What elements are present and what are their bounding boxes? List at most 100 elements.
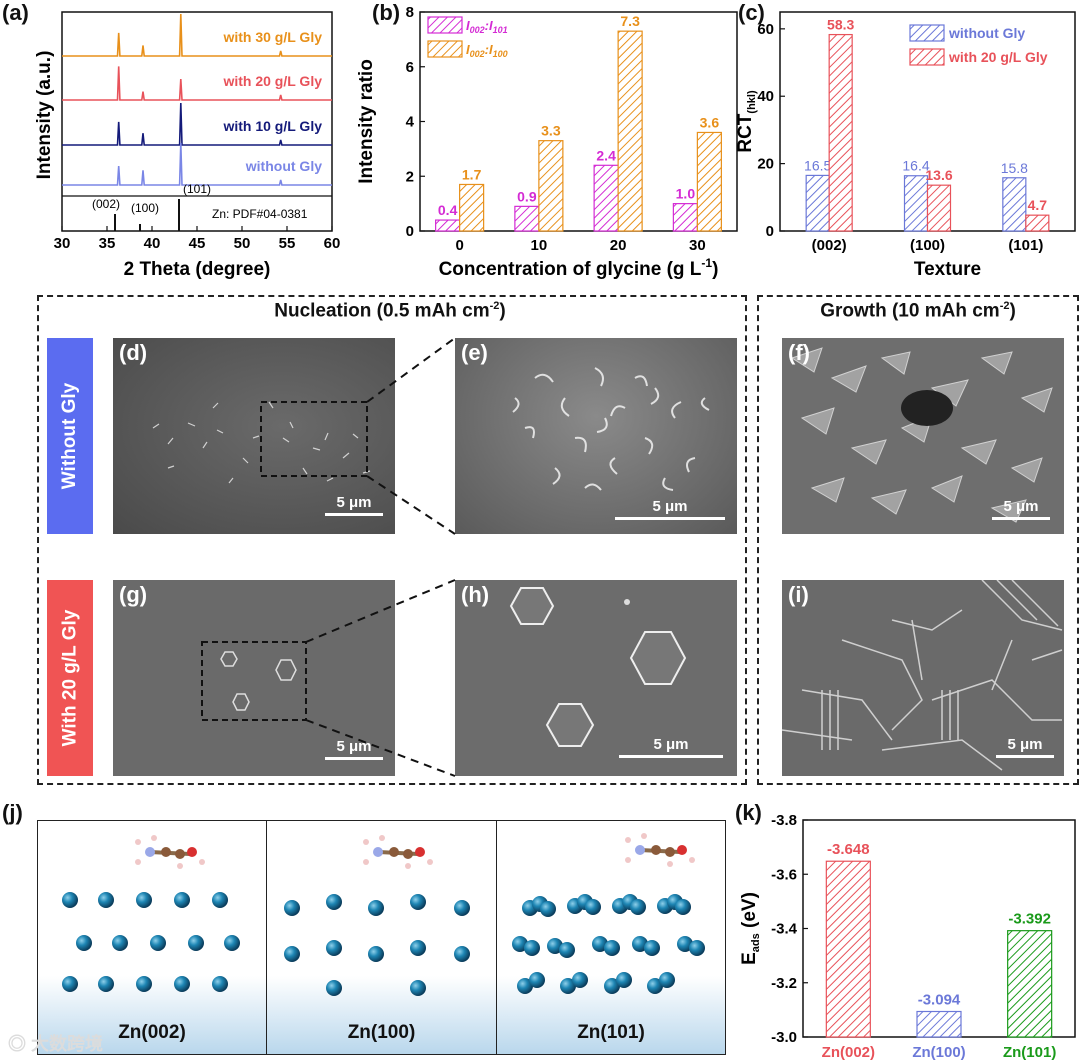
bar-label-c: 58.3 [827, 17, 854, 33]
xrd-ref-101: (101) [183, 182, 211, 196]
bar-label-c: 13.6 [925, 167, 952, 183]
panel-label-k: (k) [735, 800, 762, 825]
xrd-xtick: 40 [144, 235, 161, 252]
ytick-b: 6 [406, 59, 414, 76]
xrd-trace [62, 102, 332, 146]
zn-atom [326, 894, 342, 910]
watermark: ◎ 大数跨境 [8, 1034, 104, 1054]
legend-label-b: I002:I100 [466, 42, 508, 59]
xrd-xtick: 45 [189, 235, 206, 252]
zn-atom [524, 940, 540, 956]
scale-bar-d: 5 μm [325, 494, 383, 516]
xtick-b: 10 [531, 237, 548, 254]
bar-label-b: 1.7 [462, 166, 482, 182]
zn-atom [410, 980, 426, 996]
zn-atom [98, 892, 114, 908]
legend-swatch-c [909, 48, 945, 66]
bar-label-b: 2.4 [596, 147, 616, 163]
panel-label-c: (c) [738, 0, 765, 25]
zn-atom [136, 976, 152, 992]
xtick-c: (100) [910, 237, 945, 254]
zn-atom [560, 978, 576, 994]
zn-atom [604, 978, 620, 994]
ytick-b: 0 [406, 223, 414, 240]
bar-b [696, 131, 722, 232]
xrd-xtick: 30 [54, 235, 71, 252]
xrd-ref-100: (100) [131, 201, 159, 215]
zn100-label: Zn(100) [347, 1022, 416, 1043]
zn-atom [98, 976, 114, 992]
zn-atom [76, 935, 92, 951]
bar-label-b: 7.3 [620, 13, 640, 29]
zn-atom [326, 980, 342, 996]
zn-atom [224, 935, 240, 951]
ytick-c: 40 [757, 88, 774, 105]
ylabel-k: Eads (eV) [739, 892, 762, 965]
panel-label-b: (b) [372, 0, 401, 25]
rct-bar-chart: 0 20 40 60 (002) 16.5 58.3 (100) 16.413.6 (101) 15… [735, 11, 1076, 280]
xrd-trace [62, 13, 332, 57]
zn002-label: Zn(002) [118, 1022, 186, 1043]
zn-atom [136, 892, 152, 908]
xtick-k: Zn(002) [822, 1044, 875, 1061]
bar-label-b: 1.0 [676, 186, 696, 202]
scale-bar-h: 5 μm [619, 736, 723, 758]
legend-swatch-b [427, 16, 463, 34]
panel-label-g: (g) [119, 582, 148, 607]
zn-atom [689, 940, 705, 956]
zn-atom [630, 899, 646, 915]
xrd-ylabel: Intensity (a.u.) [34, 51, 55, 180]
zn101-label: Zn(101) [577, 1022, 645, 1043]
glycine-molecule [625, 833, 695, 867]
bar-b [514, 205, 540, 232]
sem-image-f: (f) 5 μm [782, 338, 1064, 534]
xlabel-b: Concentration of glycine (g L-1) [439, 256, 719, 280]
zn-atom [585, 899, 601, 915]
ylabel-b: Intensity ratio [356, 59, 377, 184]
xrd-trace-label: without Gly [245, 158, 322, 174]
xrd-ref-002: (002) [92, 197, 120, 211]
zn-atom [212, 892, 228, 908]
growth-title: Growth (10 mAh cm-2) [820, 300, 1016, 322]
ytick-k: -3.6 [771, 866, 797, 883]
bar-b [593, 164, 619, 232]
bar-k [916, 1010, 962, 1038]
zn002-surface: Zn(002) [37, 820, 267, 1055]
ytick-b: 2 [406, 168, 414, 185]
bar-label-c: 4.7 [1028, 197, 1048, 213]
zn-atom [616, 972, 632, 988]
zn-atom [529, 972, 545, 988]
ytick-b: 8 [406, 4, 414, 21]
ytick-c: 0 [766, 223, 774, 240]
bar-c [828, 33, 853, 232]
panel-label-e: (e) [461, 340, 488, 365]
ytick-k: -3.2 [771, 975, 797, 992]
ytick-b: 4 [406, 114, 415, 131]
zn100-surface: Zn(100) [266, 820, 497, 1055]
zn-atom [62, 976, 78, 992]
zn-atom [150, 935, 166, 951]
legend-label-c: without Gly [948, 25, 1025, 41]
legend-label-b: I002:I101 [466, 18, 508, 35]
row-label-with-gly: With 20 g/L Gly [47, 580, 93, 776]
xrd-xtick: 55 [279, 235, 296, 252]
zn-atom [188, 935, 204, 951]
xrd-xtick: 35 [99, 235, 116, 252]
zn-atom [410, 940, 426, 956]
glycine-molecule [363, 835, 433, 869]
atom-models [62, 833, 705, 996]
ytick-c: 20 [757, 156, 774, 173]
zn-atom [559, 942, 575, 958]
xrd-trace-label: with 30 g/L Gly [222, 29, 322, 45]
ytick-k: -3.8 [771, 812, 797, 829]
watermark-logo-icon: ◎ [8, 1034, 26, 1054]
legend-swatch-c [909, 24, 945, 42]
xtick-b: 20 [610, 237, 627, 254]
xtick-k: Zn(100) [912, 1044, 965, 1061]
ratio-bar-chart: 0 2 4 6 8 0 0.4 1.7 10 0.9 3.3 20 2.4 7.3 30 1.0 3.6 I002… [356, 4, 738, 280]
zn-atom [572, 972, 588, 988]
panel-label-i: (i) [788, 582, 809, 607]
zn-atom [454, 900, 470, 916]
bar-k [1007, 930, 1053, 1038]
xrd-chart: Intensity (a.u.) 30 35 40 45 50 55 60 with 30 … [34, 11, 340, 280]
